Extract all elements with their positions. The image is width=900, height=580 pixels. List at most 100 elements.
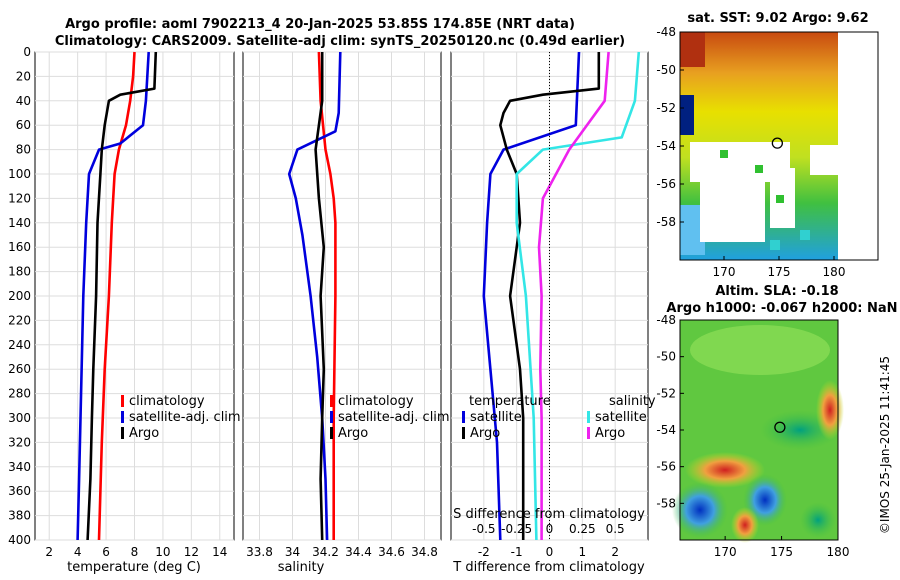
map-lat-label: -50 [656, 63, 676, 77]
depth-tick-label: 300 [8, 411, 31, 425]
legend-label-argo: Argo [129, 426, 159, 441]
x-tick-label: 4 [74, 545, 82, 559]
map-lat-label: -48 [656, 25, 676, 39]
x-tick-label: 10 [155, 545, 170, 559]
legend-swatch-s-argo [587, 427, 590, 439]
t-difference-xlabel: T difference from climatology [452, 560, 645, 575]
sst-pixel [776, 195, 784, 203]
x-tick-label: 0 [546, 522, 554, 536]
map-lat-label: -56 [656, 177, 676, 191]
depth-tick-label: 0 [23, 45, 31, 59]
legend-swatch-climatology [330, 395, 333, 407]
s-difference-xlabel: S difference from climatology [453, 507, 645, 522]
legend-title-salinity: salinity [609, 394, 656, 409]
sla-ridge [690, 325, 830, 375]
sla-map-subtitle: Argo h1000: -0.067 h2000: NaN [666, 301, 897, 316]
depth-tick-label: 140 [8, 216, 31, 230]
diff-series-t-satellite [482, 51, 581, 541]
legend-swatch-argo [121, 427, 124, 439]
legend-label-t-argo: Argo [470, 426, 500, 441]
temperature-legend: climatology satellite-adj. clim Argo [121, 394, 241, 441]
map-lat-label: -58 [656, 215, 676, 229]
x-tick-label: -1 [511, 545, 523, 559]
map-lat-label: -56 [656, 460, 676, 474]
sla-map-ticks: 170 175 180 -48 -50 -52 -54 -56 -58 [656, 313, 849, 559]
x-tick-label: -0.5 [472, 522, 495, 536]
map-lon-label: 170 [713, 265, 736, 279]
legend-label-satellite: satellite-adj. clim [338, 410, 450, 425]
map-lon-label: 175 [768, 265, 791, 279]
temperature-series-argo [86, 51, 158, 541]
legend-label-s-argo: Argo [595, 426, 625, 441]
x-tick-label: 12 [184, 545, 199, 559]
difference-legend: temperature satellite Argo salinity sate… [462, 394, 656, 441]
x-tick-label: 14 [212, 545, 227, 559]
salinity-legend: climatology satellite-adj. clim Argo [330, 394, 450, 441]
temperature-xlabel: temperature (deg C) [67, 560, 201, 575]
salinity-series-argo [314, 52, 326, 541]
map-lat-label: -50 [656, 350, 676, 364]
depth-tick-label: 320 [8, 435, 31, 449]
map-lon-label: 180 [827, 545, 850, 559]
depth-tick-label: 200 [8, 289, 31, 303]
sst-cloud-gap [810, 145, 838, 175]
sla-trough [800, 502, 836, 538]
depth-tick-label: 160 [8, 240, 31, 254]
sst-cold-patch [680, 95, 694, 135]
map-lat-label: -58 [656, 496, 676, 510]
sla-map-title: Altim. SLA: -0.18 [715, 284, 838, 299]
depth-tick-label: 100 [8, 167, 31, 181]
map-lon-label: 175 [770, 545, 793, 559]
x-tick-label: 34.8 [411, 545, 438, 559]
x-tick-label: 34.6 [378, 545, 405, 559]
x-tick-label: 33.8 [246, 545, 273, 559]
argo-position-marker [774, 421, 786, 433]
depth-tick-label: 280 [8, 387, 31, 401]
diff-series-s-satellite [515, 51, 641, 541]
depth-tick-labels: 0 20 40 60 80 100 120 140 160 180 200 220 240 260 280 3… [8, 45, 31, 547]
depth-tick-label: 220 [8, 313, 31, 327]
legend-swatch-s-satellite [587, 411, 590, 423]
temperature-xticks: 2 4 6 8 10 12 14 [45, 545, 227, 559]
x-tick-label: 6 [102, 545, 110, 559]
x-tick-label: 34.4 [345, 545, 372, 559]
sst-cloud-gap [700, 182, 765, 242]
x-tick-label: -2 [478, 545, 490, 559]
x-tick-label: 34.2 [312, 545, 339, 559]
title-line-2: Climatology: CARS2009. Satellite-adj cli… [55, 34, 625, 49]
depth-tick-label: 40 [16, 94, 31, 108]
legend-swatch-satellite [121, 411, 124, 423]
legend-swatch-climatology [121, 395, 124, 407]
title-line-1: Argo profile: aoml 7902213_4 20-Jan-2025… [65, 17, 575, 32]
x-tick-label: 2 [45, 545, 53, 559]
map-lat-label: -54 [656, 139, 676, 153]
x-tick-label: 8 [131, 545, 139, 559]
legend-label-satellite: satellite-adj. clim [129, 410, 241, 425]
depth-tick-label: 360 [8, 484, 31, 498]
sst-pixel [800, 230, 810, 240]
x-tick-label: 0.25 [569, 522, 596, 536]
depth-tick-label: 20 [16, 69, 31, 83]
salinity-series-climatology [317, 51, 337, 540]
map-lat-label: -52 [656, 101, 676, 115]
sla-high [731, 507, 759, 543]
legend-label-climatology: climatology [338, 394, 414, 409]
depth-tick-label: 260 [8, 362, 31, 376]
sst-warm-patch [680, 32, 705, 67]
sla-map [672, 319, 844, 543]
map-lat-label: -52 [656, 386, 676, 400]
x-tick-label: 1 [579, 545, 587, 559]
sst-pixel [755, 165, 763, 173]
map-lat-label: -48 [656, 313, 676, 327]
diff-series-t-argo [498, 52, 601, 540]
depth-tick-label: 380 [8, 509, 31, 523]
sst-map [679, 31, 879, 261]
series-lines [76, 51, 641, 541]
x-tick-label: -0.25 [501, 522, 532, 536]
salinity-xticks: 33.8 34 34.2 34.4 34.6 34.8 [246, 545, 438, 559]
temperature-series-satellite-adj-clim [76, 51, 150, 541]
sst-pixel [770, 240, 780, 250]
sla-high [685, 452, 765, 488]
sla-low [672, 482, 728, 538]
